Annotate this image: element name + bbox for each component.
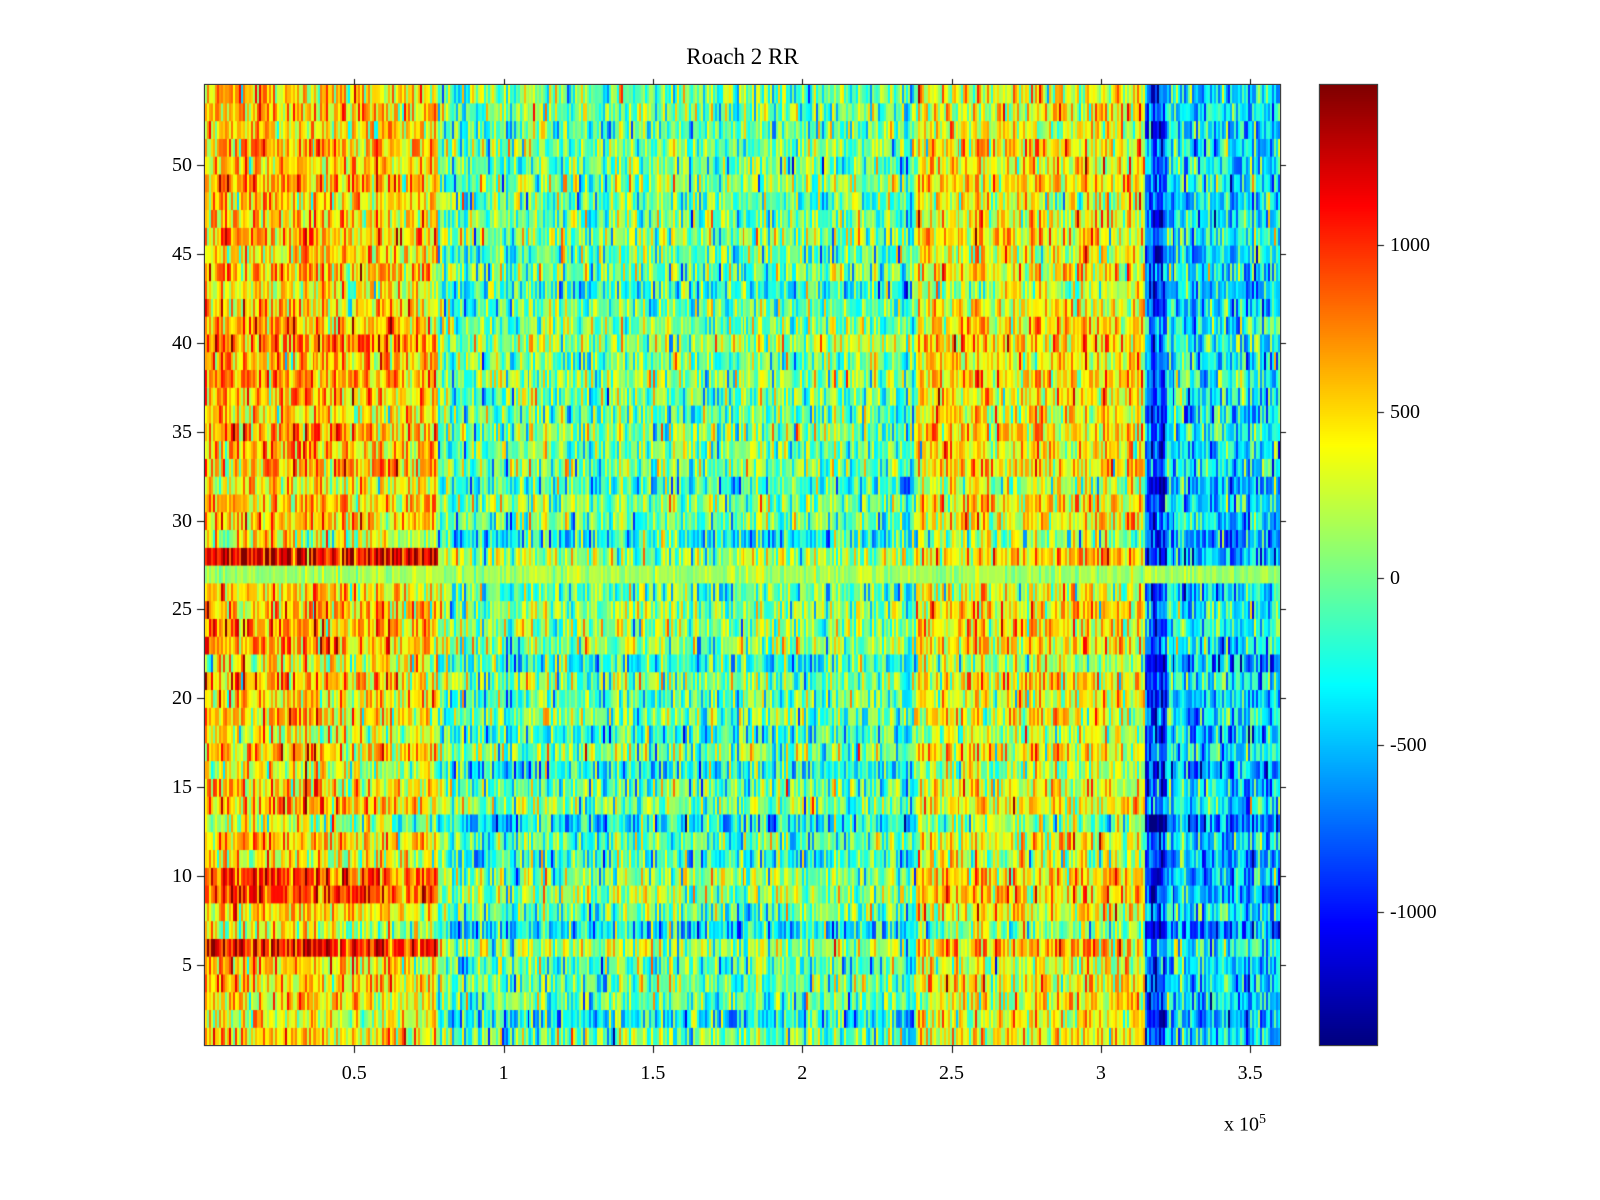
colorbar-tick-label: -1000 [1390, 900, 1437, 923]
x-tick-label: 1 [498, 1062, 509, 1084]
colorbar-tick-label: -500 [1390, 734, 1427, 756]
colorbar-tick-label: 1000 [1390, 234, 1430, 256]
heatmap-canvas [205, 85, 1280, 1045]
y-tick-label: 30 [172, 509, 192, 532]
x-tick-label: 3 [1095, 1062, 1106, 1084]
x-tick-label: 2 [797, 1062, 808, 1084]
x-tick-label: 2.5 [939, 1062, 965, 1084]
x-tick-label: 0.5 [341, 1062, 367, 1084]
y-tick-label: 10 [172, 865, 192, 888]
chart-title: Roach 2 RR [686, 44, 799, 69]
y-tick-label: 20 [172, 687, 192, 710]
y-tick-label: 5 [182, 954, 192, 976]
colorbar [1320, 85, 1377, 1045]
x-tick-label: 3.5 [1237, 1062, 1263, 1084]
x-multiplier-exponent: 5 [1259, 1112, 1266, 1127]
colorbar-tick-label: 500 [1390, 400, 1420, 423]
y-tick-label: 45 [172, 242, 192, 265]
x-axis-multiplier: x 105 [1224, 1112, 1266, 1137]
x-tick-label: 1.5 [640, 1062, 666, 1084]
x-multiplier-base: x 10 [1224, 1113, 1259, 1136]
y-tick-label: 50 [172, 154, 192, 176]
colorbar-tick-label: 0 [1390, 567, 1400, 590]
y-tick-label: 15 [172, 776, 192, 799]
y-tick-label: 35 [172, 420, 192, 443]
y-tick-label: 25 [172, 598, 192, 621]
y-tick-label: 40 [172, 331, 192, 354]
